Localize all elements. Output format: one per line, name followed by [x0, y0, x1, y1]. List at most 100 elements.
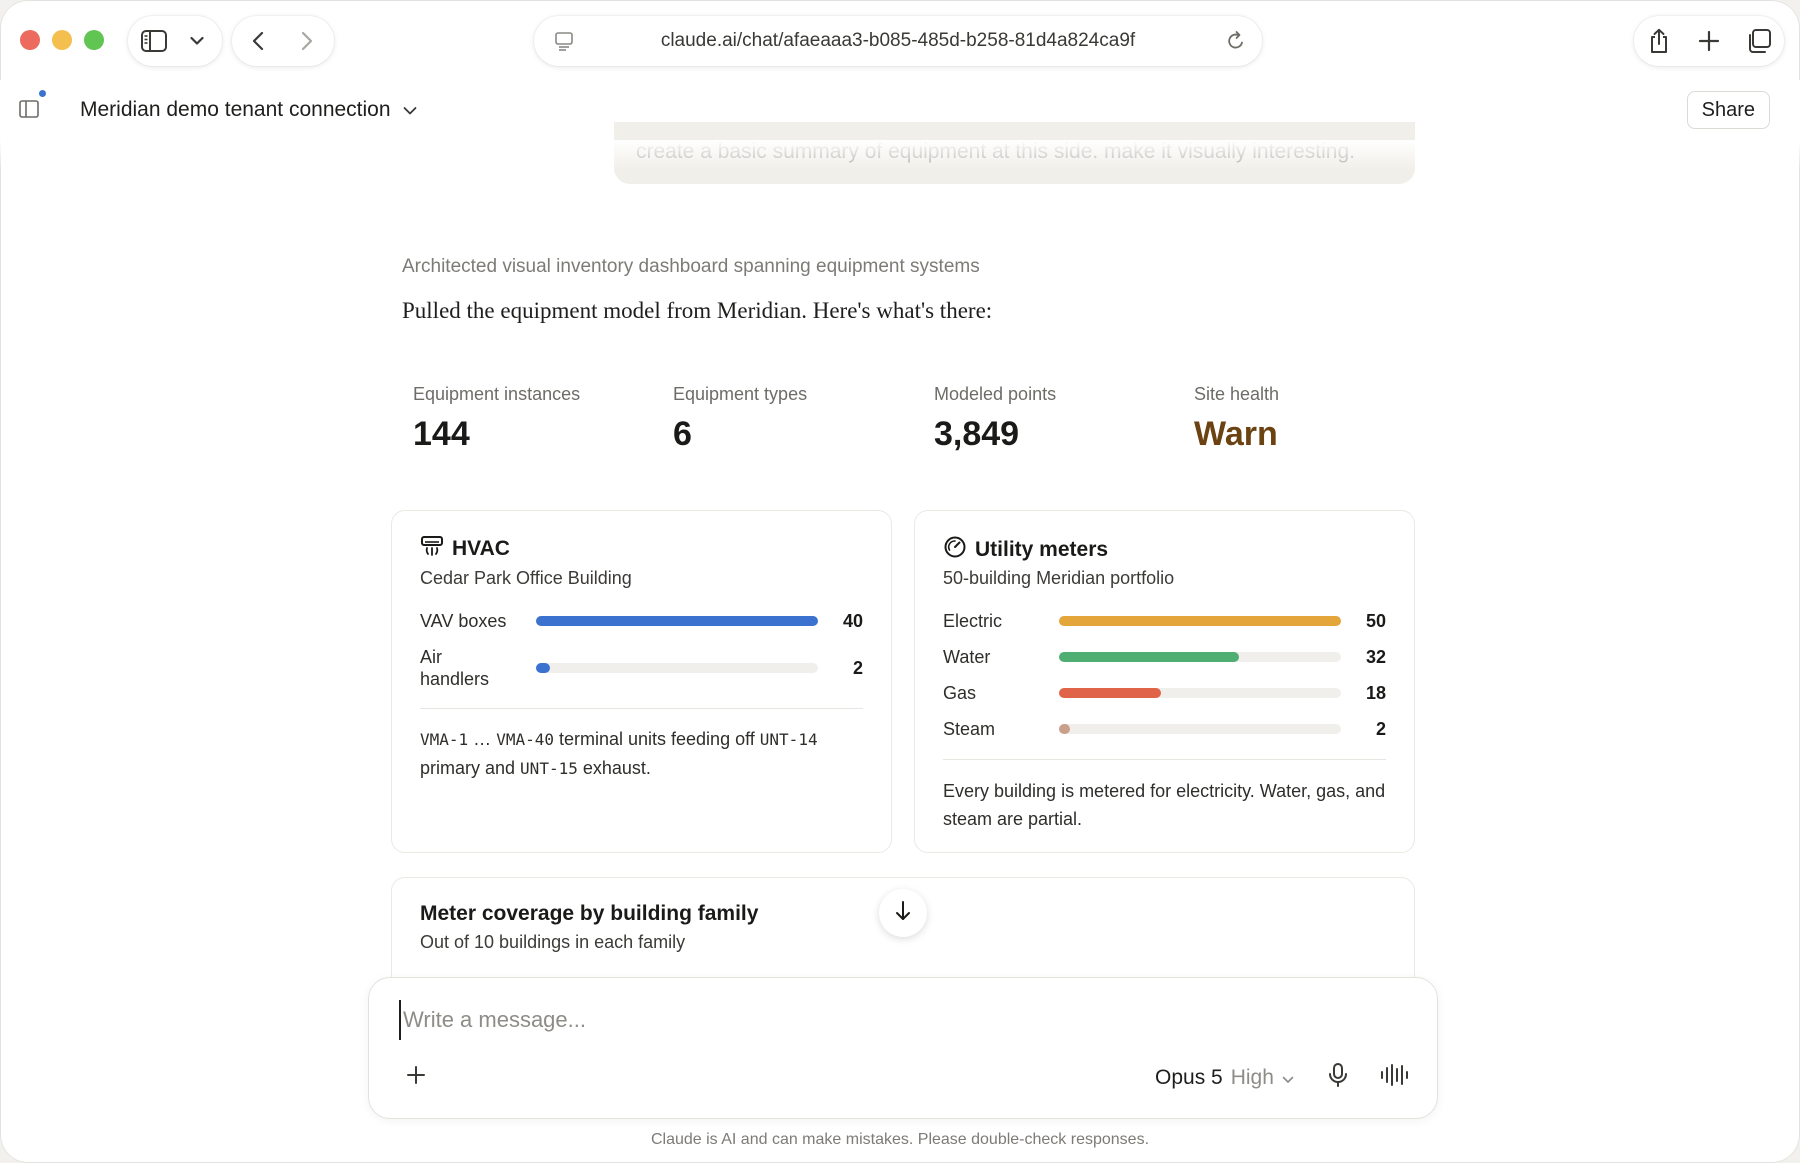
- bar-track: [1059, 724, 1341, 734]
- card-divider: [420, 708, 863, 709]
- chevron-down-icon: [1282, 1066, 1294, 1090]
- microphone-icon[interactable]: [1327, 1062, 1349, 1093]
- card-subtitle: Cedar Park Office Building: [420, 568, 632, 588]
- sidebar-panel-icon[interactable]: [19, 99, 39, 124]
- bar-label: VAV boxes: [420, 611, 507, 631]
- stat-value: 3,849: [934, 415, 1020, 453]
- stat-label: Equipment instances: [413, 384, 581, 404]
- note-text: exhaust.: [577, 758, 651, 778]
- share-upload-icon[interactable]: [1639, 16, 1679, 66]
- gauge-icon: [943, 535, 967, 565]
- scroll-to-bottom-button[interactable]: [879, 889, 927, 937]
- bar-fill: [1059, 616, 1341, 626]
- bar-label: Steam: [943, 719, 996, 739]
- message-composer: Opus 5 High: [368, 977, 1438, 1119]
- bar-track: [1059, 652, 1341, 662]
- card-title: Meter coverage by building family: [420, 902, 759, 925]
- bar-label: Air handlers: [420, 647, 490, 689]
- chat-title: Meridian demo tenant connection: [80, 98, 391, 121]
- stat-value: Warn: [1194, 415, 1278, 453]
- minimize-window-button[interactable]: [52, 30, 72, 50]
- card-title: HVAC: [420, 535, 510, 563]
- ai-disclaimer: Claude is AI and can make mistakes. Plea…: [650, 1131, 1150, 1148]
- browser-actions-group: [1634, 16, 1784, 66]
- note-text: …: [468, 729, 497, 749]
- stat-site-health: Site health Warn: [1194, 384, 1279, 454]
- bar-fill: [1059, 724, 1070, 734]
- stat-label: Site health: [1194, 384, 1280, 404]
- bar-label: Gas: [943, 683, 977, 703]
- reload-icon[interactable]: [1226, 30, 1246, 57]
- assistant-reply-intro: Pulled the equipment model from Meridian…: [402, 298, 993, 323]
- bar-row-electric: Electric 50: [943, 609, 1386, 633]
- arrow-down-icon: [894, 900, 912, 927]
- back-arrow-icon[interactable]: [232, 16, 284, 66]
- card-note: Every building is metered for electricit…: [943, 781, 1386, 829]
- new-tab-icon[interactable]: [1689, 16, 1729, 66]
- chevron-down-icon[interactable]: [180, 16, 214, 66]
- card-title-text: Utility meters: [975, 538, 1109, 561]
- bar-fill: [536, 616, 818, 626]
- air-conditioner-icon: [420, 535, 444, 563]
- bar-row-steam: Steam 2: [943, 717, 1386, 741]
- chevron-down-icon: [403, 98, 417, 122]
- model-name: Opus 5: [1155, 1066, 1223, 1089]
- utility-meters-card: Utility meters 50-building Meridian port…: [914, 510, 1415, 853]
- card-subtitle: 50-building Meridian portfolio: [943, 568, 1175, 588]
- bar-value: 32: [1365, 646, 1386, 667]
- maximize-window-button[interactable]: [84, 30, 104, 50]
- stat-equipment-instances: Equipment instances 144: [413, 384, 580, 454]
- bar-value: 40: [842, 610, 863, 631]
- bar-fill: [1059, 652, 1239, 662]
- history-nav-group: [232, 16, 334, 66]
- note-text: primary and: [420, 758, 521, 778]
- address-bar[interactable]: claude.ai/chat/afaeaaa3-b085-485d-b258-8…: [534, 16, 1262, 66]
- bar-value: 50: [1365, 610, 1386, 631]
- page-settings-icon[interactable]: [554, 31, 574, 56]
- voice-mode-icon[interactable]: [1379, 1062, 1409, 1093]
- code-unt-14: UNT-14: [759, 730, 818, 749]
- bar-value: 2: [1375, 718, 1386, 739]
- bar-track: [1059, 688, 1341, 698]
- stat-value: 144: [413, 415, 470, 453]
- hvac-card: HVAC Cedar Park Office Building VAV boxe…: [391, 510, 892, 853]
- card-title: Utility meters: [943, 535, 1108, 565]
- bar-track: [536, 616, 818, 626]
- bar-track: [1059, 616, 1341, 626]
- card-subtitle: Out of 10 buildings in each family: [420, 932, 686, 952]
- bar-label: Electric: [943, 611, 1003, 631]
- stat-label: Equipment types: [673, 384, 808, 404]
- code-vma-40: VMA-40: [496, 730, 554, 749]
- browser-toolbar: claude.ai/chat/afaeaaa3-b085-485d-b258-8…: [0, 0, 1800, 80]
- bar-row-vav-boxes: VAV boxes 40: [420, 609, 863, 633]
- bar-row-water: Water 32: [943, 645, 1386, 669]
- bar-track: [536, 663, 818, 673]
- stat-modeled-points: Modeled points 3,849: [934, 384, 1056, 454]
- stat-equipment-types: Equipment types 6: [673, 384, 807, 454]
- tab-overview-icon[interactable]: [1739, 16, 1779, 66]
- close-window-button[interactable]: [20, 30, 40, 50]
- bar-fill: [1059, 688, 1161, 698]
- forward-arrow-icon[interactable]: [284, 16, 330, 66]
- scroll-fade: [0, 140, 1800, 170]
- card-title-text: HVAC: [452, 537, 510, 560]
- card-note: VMA-1 … VMA-40 terminal units feeding of…: [420, 725, 863, 783]
- card-divider: [943, 759, 1386, 760]
- bar-value: 18: [1365, 682, 1386, 703]
- chat-title-menu[interactable]: Meridian demo tenant connection: [80, 98, 417, 122]
- url-text: claude.ai/chat/afaeaaa3-b085-485d-b258-8…: [660, 30, 1136, 51]
- add-attachment-icon[interactable]: [405, 1064, 427, 1091]
- message-input[interactable]: [399, 1000, 1299, 1040]
- note-text: terminal units feeding off: [553, 729, 760, 749]
- stat-label: Modeled points: [934, 384, 1057, 404]
- bar-row-gas: Gas 18: [943, 681, 1386, 705]
- share-button[interactable]: Share: [1686, 91, 1770, 129]
- sidebar-icon[interactable]: [128, 16, 180, 66]
- bar-label: Water: [943, 647, 991, 667]
- thinking-summary[interactable]: Architected visual inventory dashboard s…: [402, 256, 980, 277]
- model-selector[interactable]: Opus 5 High: [1155, 1066, 1294, 1090]
- notification-dot: [39, 90, 46, 97]
- sidebar-toggle-group: [128, 16, 222, 66]
- stat-value: 6: [673, 415, 692, 453]
